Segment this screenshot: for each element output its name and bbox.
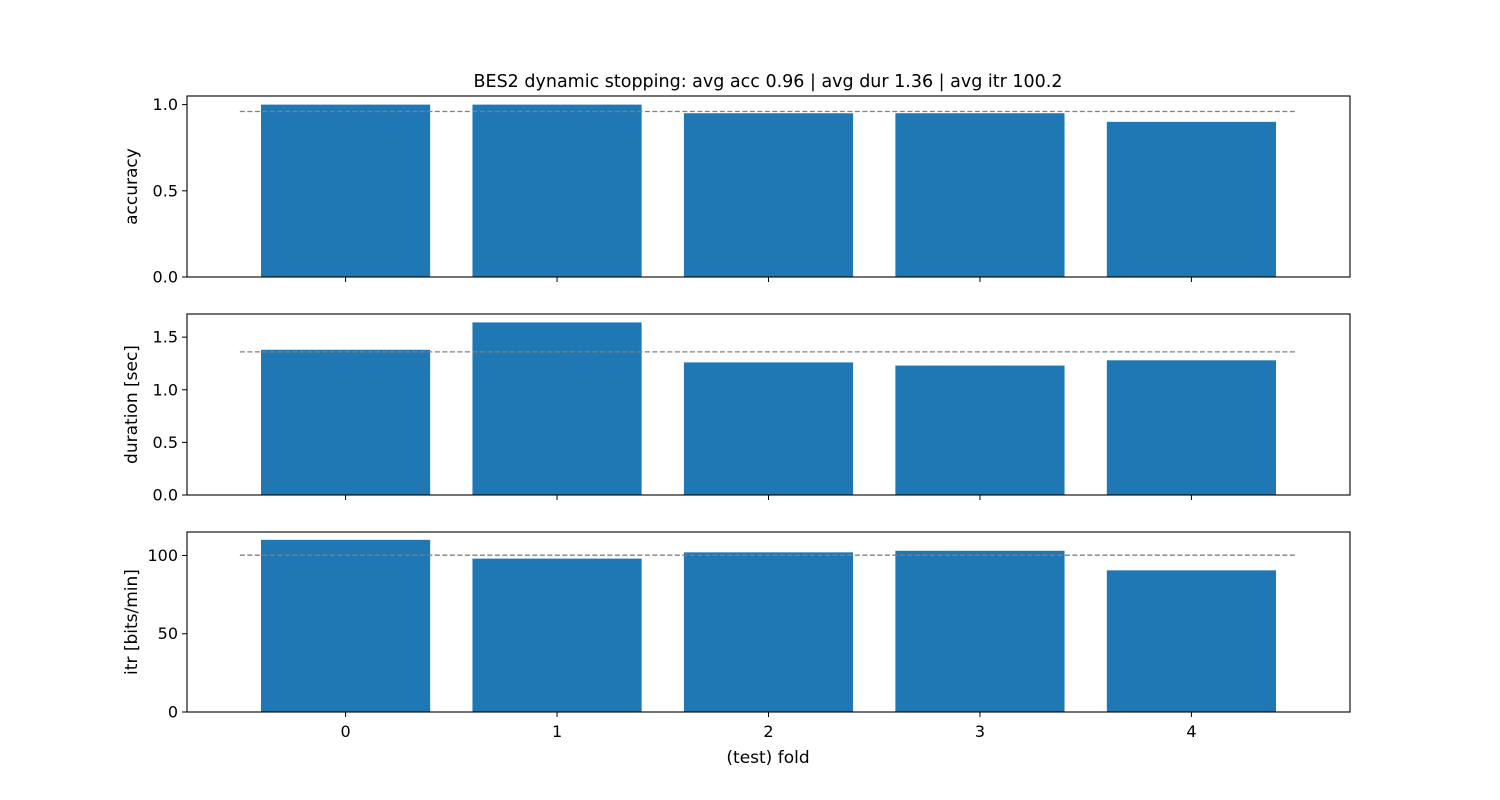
y-tick-label: 0.0 <box>153 268 178 287</box>
bar <box>895 113 1065 277</box>
x-tick-label: 3 <box>975 722 985 741</box>
y-tick-label: 1.0 <box>153 95 178 114</box>
x-axis-label: (test) fold <box>726 748 809 768</box>
x-tick-label: 0 <box>340 722 350 741</box>
y-axis-label: duration [sec] <box>122 345 142 464</box>
x-tick-label: 1 <box>552 722 562 741</box>
subplot-2: 0 50 100 0 1 2 3 4 itr [bits/min] <box>122 531 1351 741</box>
y-axis-label: accuracy <box>122 148 142 225</box>
bar <box>895 550 1065 712</box>
y-tick-label: 0.5 <box>153 433 178 452</box>
bar <box>683 552 854 712</box>
subplot-1: 0.0 0.5 1.0 1.5 duration [sec] <box>122 313 1351 505</box>
bar <box>261 349 431 495</box>
y-tick-label: 0.5 <box>153 181 178 200</box>
y-tick-label: 0.0 <box>153 486 178 505</box>
bar <box>895 365 1065 495</box>
bar <box>261 539 431 712</box>
bar <box>472 322 642 495</box>
subplots: 0.0 0.5 1.0 accuracy 0.0 0.5 1.0 1.5 duration [s… <box>122 95 1351 741</box>
bar <box>1106 570 1276 712</box>
bar <box>683 362 854 495</box>
bar <box>472 558 642 712</box>
chart-title: BES2 dynamic stopping: avg acc 0.96 | av… <box>474 72 1063 92</box>
bar <box>1106 360 1276 495</box>
bar <box>261 104 431 277</box>
y-tick-label: 100 <box>147 546 178 565</box>
y-tick-label: 50 <box>158 624 178 643</box>
y-axis-label: itr [bits/min] <box>122 569 142 675</box>
x-tick-label: 4 <box>1186 722 1196 741</box>
bar <box>1106 121 1276 277</box>
bar <box>683 113 854 277</box>
y-tick-label: 1.0 <box>153 380 178 399</box>
y-tick-label: 1.5 <box>153 328 178 347</box>
subplot-0: 0.0 0.5 1.0 accuracy <box>122 95 1351 287</box>
x-tick-label: 2 <box>763 722 773 741</box>
y-tick-label: 0 <box>168 703 178 722</box>
bar <box>472 104 642 277</box>
